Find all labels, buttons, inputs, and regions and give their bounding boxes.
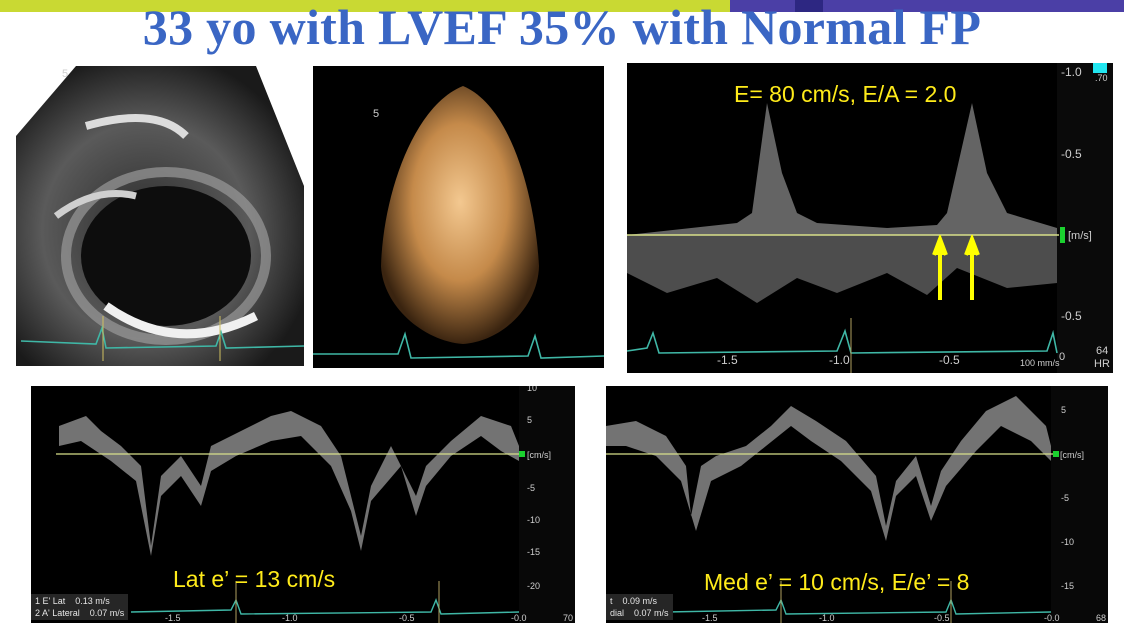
measurement-value: 0.07 m/s [634, 608, 669, 618]
medial-hr: 68 [1096, 613, 1107, 623]
mitral-top-small: .70 [1095, 73, 1108, 83]
top-accent-bar-right [730, 0, 1124, 12]
lateral-y-tick: -10 [527, 515, 541, 525]
baseline-marker [519, 451, 525, 457]
lateral-x-tick: -0.0 [511, 613, 527, 623]
mitral-annotation: E= 80 cm/s, E/A = 2.0 [734, 81, 957, 107]
medial-unit-label: [cm/s] [1060, 450, 1084, 460]
mitral-doppler-panel: E= 80 cm/s, E/A = 2.0 -1.0 .70 -0.5 [m/s… [627, 63, 1113, 373]
measurement-label: t [610, 596, 613, 606]
lateral-unit-label: [cm/s] [527, 450, 551, 460]
top-accent-square [795, 0, 823, 12]
measurement-row: 2 A' Lateral 0.07 m/s [35, 607, 124, 619]
mitral-y-tick: -1.0 [1061, 65, 1082, 79]
measurement-row: t 0.09 m/s [610, 595, 669, 607]
lateral-x-tick: -1.5 [165, 613, 181, 623]
measurement-label: 1 E' Lat [35, 596, 66, 606]
measurement-label: 2 A' Lateral [35, 608, 80, 618]
measurement-label: dial [610, 608, 625, 618]
contrast-echo-graphic [313, 66, 604, 368]
lateral-x-tick: -1.0 [282, 613, 298, 623]
measurement-value: 0.09 m/s [622, 596, 658, 606]
sweep-speed: 100 mm/s [1020, 358, 1060, 368]
mitral-doppler-graphic [627, 63, 1113, 373]
hr-value: 64 [1096, 345, 1109, 357]
echo-2d-graphic [16, 66, 304, 366]
lateral-y-tick: 5 [527, 415, 533, 425]
lateral-hr: 70 [563, 613, 574, 623]
baseline-marker [1053, 451, 1059, 457]
lateral-y-tick: -20 [527, 581, 541, 591]
echo-2d-image: 5 [16, 66, 304, 366]
mitral-y-tick: -0.5 [1061, 147, 1082, 161]
medial-y-tick: 5 [1061, 405, 1067, 415]
lateral-y-tick: 10 [527, 386, 538, 393]
lateral-x-tick: -0.5 [399, 613, 415, 623]
medial-tdi-panel: Med e’ = 10 cm/s, E/e’ = 8 5 [cm/s] -5 -… [606, 386, 1108, 623]
measurement-value: 0.13 m/s [75, 596, 110, 606]
contrast-echo-depth-mark: 5 [373, 108, 380, 120]
medial-x-tick: -0.0 [1044, 613, 1060, 623]
medial-tdi-graphic [606, 386, 1108, 623]
lateral-tdi-panel: Lat e’ = 13 cm/s 10 5 [cm/s] -5 -10 -15 … [31, 386, 575, 623]
lateral-y-tick: -15 [527, 547, 541, 557]
lateral-y-tick: -5 [527, 483, 536, 493]
echo-2d-depth-mark: 5 [62, 68, 69, 80]
medial-annotation: Med e’ = 10 cm/s, E/e’ = 8 [704, 569, 970, 595]
mitral-unit-label: [m/s] [1068, 230, 1092, 242]
medial-measurement-box: t 0.09 m/s dial 0.07 m/s [606, 594, 673, 620]
hr-label: HR [1094, 358, 1110, 370]
medial-x-tick: -1.0 [819, 613, 835, 623]
top-accent-bar [0, 0, 730, 12]
lateral-annotation: Lat e’ = 13 cm/s [173, 566, 336, 592]
mitral-x-tick: -1.0 [829, 353, 850, 367]
yellow-arrows [932, 235, 980, 300]
medial-y-tick: -10 [1061, 537, 1075, 547]
lateral-measurement-box: 1 E' Lat 0.13 m/s 2 A' Lateral 0.07 m/s [31, 594, 129, 620]
medial-x-tick: -1.5 [702, 613, 718, 623]
mitral-zero: 0 [1059, 351, 1066, 363]
baseline-marker [1060, 227, 1065, 243]
medial-y-tick: -15 [1061, 581, 1075, 591]
contrast-echo-image: 5 [313, 66, 604, 368]
lateral-tdi-graphic [31, 386, 575, 623]
measurement-value: 0.07 m/s [89, 608, 125, 618]
slide-title: 33 yo with LVEF 35% with Normal FP [142, 0, 982, 55]
mitral-x-tick: -0.5 [939, 353, 960, 367]
medial-y-tick: -5 [1061, 493, 1070, 503]
scale-marker [1093, 63, 1107, 73]
measurement-row: 1 E' Lat 0.13 m/s [35, 595, 124, 607]
mitral-x-tick: -1.5 [717, 353, 738, 367]
mitral-y-tick: -0.5 [1061, 309, 1082, 323]
medial-x-tick: -0.5 [934, 613, 950, 623]
measurement-row: dial 0.07 m/s [610, 607, 669, 619]
